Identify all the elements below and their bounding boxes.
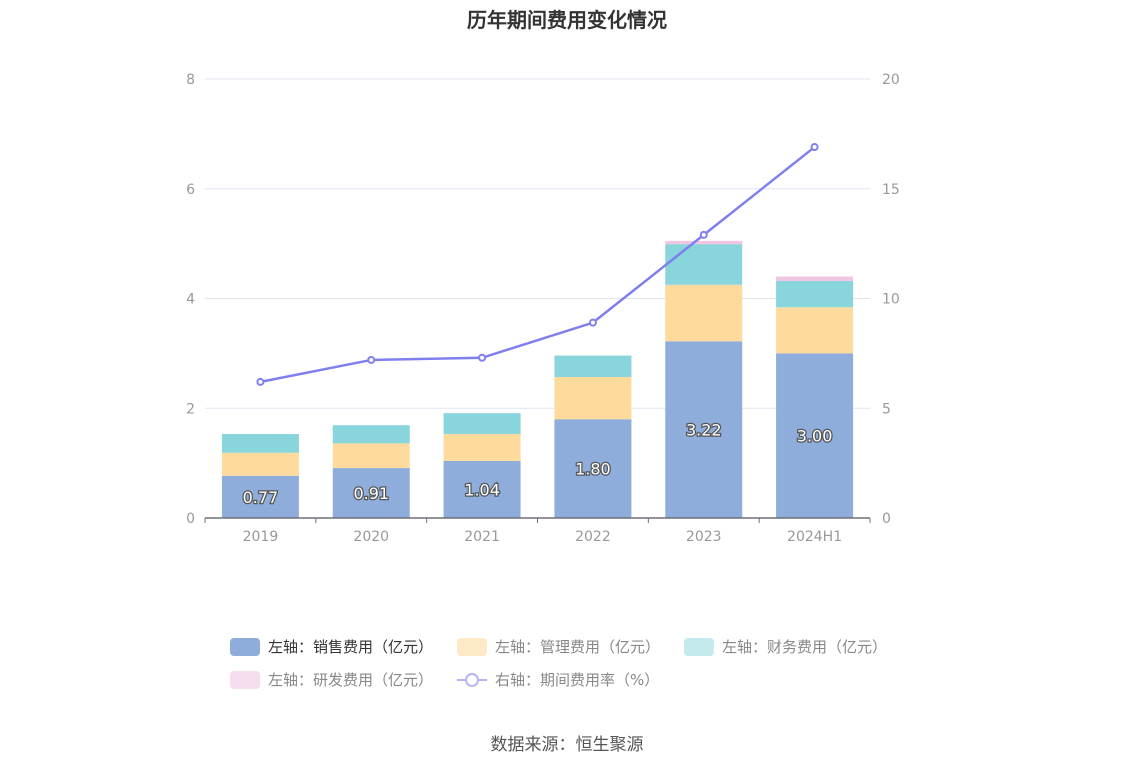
x-axis-tick-label: 2019 [243,529,279,545]
bar-segment [776,276,854,281]
bar-segment [332,468,410,518]
x-axis-tick-label: 2021 [464,529,500,545]
bar-segment [443,434,521,461]
left-axis-tick-label: 0 [186,511,195,527]
bar-segment [776,307,854,354]
expense-rate-point [588,318,597,327]
legend-item-admin[interactable]: 左轴：管理费用（亿元） [457,636,660,657]
legend-label-admin: 左轴：管理费用（亿元） [495,638,661,656]
legend: 左轴：销售费用（亿元） 左轴：管理费用（亿元） 左轴：财务费用（亿元） 左轴：研… [230,630,930,696]
right-axis-tick-label: 5 [882,401,891,417]
bar-segment [221,434,299,453]
expense-rate-point [256,377,265,386]
expense-rate-point [367,355,376,364]
right-axis-tick-label: 20 [882,72,900,88]
x-axis-tick-label: 2023 [686,529,722,545]
legend-item-rnd[interactable]: 左轴：研发费用（亿元） [230,669,433,690]
bar-segment [665,240,743,245]
bar-segment [443,413,521,435]
legend-item-expense-rate[interactable]: 右轴：期间费用率（%） [457,669,659,690]
bar-segment [554,419,632,518]
bar-segment [221,475,299,518]
legend-item-finance[interactable]: 左轴：财务费用（亿元） [684,636,887,657]
legend-item-sales[interactable]: 左轴：销售费用（亿元） [230,636,433,657]
bar-segment [776,353,854,518]
bar-segment [554,355,632,377]
legend-swatch-finance [684,637,715,656]
bar-segment [776,280,854,308]
legend-label-sales: 左轴：销售费用（亿元） [268,638,434,656]
legend-label-expense-rate: 右轴：期间费用率（%） [495,671,660,689]
x-axis-tick-label: 2022 [575,529,611,545]
legend-label-rnd: 左轴：研发费用（亿元） [268,671,434,689]
legend-label-finance: 左轴：财务费用（亿元） [722,638,888,656]
expense-rate-point [699,230,708,239]
bar-data-label: 0.77 [243,488,279,507]
bar-segment [554,376,632,420]
bar-data-label: 3.00 [797,427,833,446]
x-axis-tick-label: 2020 [353,529,389,545]
right-axis-tick-label: 0 [882,511,891,527]
bar-data-label: 0.91 [353,484,389,503]
bar-segment [332,425,410,444]
bar-data-label: 3.22 [686,421,722,440]
expense-rate-point [810,143,819,152]
bar-data-label: 1.04 [464,480,500,499]
expense-rate-point [478,353,487,362]
left-axis-tick-label: 8 [186,72,195,88]
right-axis-tick-label: 15 [882,182,900,198]
left-axis-tick-label: 2 [186,401,195,417]
bar-segment [332,443,410,469]
data-source: 数据来源：恒生聚源 [490,735,644,755]
bar-segment [665,284,743,342]
legend-swatch-sales [230,637,260,656]
x-axis-tick-label: 2024H1 [787,529,842,545]
legend-row-1: 左轴：销售费用（亿元） 左轴：管理费用（亿元） 左轴：财务费用（亿元） [230,630,930,663]
right-axis-tick-label: 10 [882,292,900,308]
legend-row-2: 左轴：研发费用（亿元） 右轴：期间费用率（%） [230,663,930,696]
legend-swatch-rnd [230,670,260,689]
left-axis-tick-label: 6 [186,182,195,198]
chart-title: 历年期间费用变化情况 [467,8,667,32]
bar-segment [443,460,521,518]
legend-line-icon [457,671,488,689]
bar-segment [665,341,743,518]
left-axis-tick-label: 4 [186,292,195,308]
expense-rate-line [260,146,816,384]
bar-segment [665,244,743,285]
legend-swatch-admin [457,637,488,656]
bar-segment [221,452,299,476]
bar-data-label: 1.80 [575,460,611,479]
